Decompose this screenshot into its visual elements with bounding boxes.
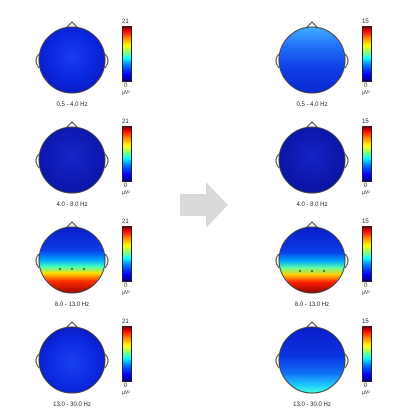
colorbar-unit: µV² [122, 390, 130, 396]
colorbar-max: 21 [122, 219, 129, 225]
left-panel-alpha: 21 0 µV² 8.0 - 13.0 Hz [22, 218, 142, 313]
colorbar [122, 226, 132, 282]
scalp-map [275, 221, 349, 294]
right-panel-beta: 15 0 µV² 13.0 - 30.0 Hz [262, 318, 382, 413]
colorbar-max: 15 [362, 219, 369, 225]
colorbar-min: 0 [124, 83, 128, 89]
colorbar [362, 226, 372, 282]
colorbar-max: 15 [362, 319, 369, 325]
frequency-band-label: 0.5 - 4.0 Hz [56, 102, 88, 108]
right-panel-theta: 15 0 µV² 4.0 - 8.0 Hz [262, 118, 382, 213]
frequency-band-label: 8.0 - 13.0 Hz [54, 302, 90, 308]
scalp-map [275, 321, 349, 394]
colorbar [122, 26, 132, 82]
colorbar-min: 0 [364, 83, 368, 89]
colorbar-min: 0 [364, 383, 368, 389]
left-panel-beta: 21 0 µV² 13.0 - 30.0 Hz [22, 318, 142, 413]
colorbar-min: 0 [124, 283, 128, 289]
frequency-band-label: 13.0 - 30.0 Hz [293, 402, 331, 408]
scalp-map [35, 21, 109, 94]
scalp-map [35, 221, 109, 294]
colorbar-max: 21 [122, 19, 129, 25]
colorbar [362, 126, 372, 182]
left-panel-delta: 21 0 µV² 0.5 - 4.0 Hz [22, 18, 142, 113]
colorbar-min: 0 [364, 183, 368, 189]
colorbar-unit: µV² [122, 190, 130, 196]
right-panel-alpha: 15 0 µV² 8.0 - 13.0 Hz [262, 218, 382, 313]
scalp-map [275, 21, 349, 94]
colorbar [362, 326, 372, 382]
left-panel-theta: 21 0 µV² 4.0 - 8.0 Hz [22, 118, 142, 213]
scalp-map [275, 121, 349, 194]
colorbar-max: 21 [122, 319, 129, 325]
colorbar [362, 26, 372, 82]
colorbar-unit: µV² [362, 290, 370, 296]
colorbar-unit: µV² [122, 290, 130, 296]
colorbar-unit: µV² [122, 90, 130, 96]
frequency-band-label: 8.0 - 13.0 Hz [294, 302, 330, 308]
colorbar-unit: µV² [362, 90, 370, 96]
colorbar-min: 0 [124, 183, 128, 189]
colorbar-unit: µV² [362, 390, 370, 396]
colorbar [122, 326, 132, 382]
frequency-band-label: 0.5 - 4.0 Hz [296, 102, 328, 108]
colorbar-unit: µV² [362, 190, 370, 196]
colorbar-max: 21 [122, 119, 129, 125]
frequency-band-label: 13.0 - 30.0 Hz [53, 402, 91, 408]
colorbar-max: 15 [362, 119, 369, 125]
right-panel-delta: 15 0 µV² 0.5 - 4.0 Hz [262, 18, 382, 113]
colorbar-min: 0 [124, 383, 128, 389]
colorbar-min: 0 [364, 283, 368, 289]
scalp-map [35, 121, 109, 194]
colorbar-max: 15 [362, 19, 369, 25]
colorbar [122, 126, 132, 182]
scalp-map [35, 321, 109, 394]
frequency-band-label: 4.0 - 8.0 Hz [56, 202, 88, 208]
right-arrow-icon [180, 182, 228, 228]
frequency-band-label: 4.0 - 8.0 Hz [296, 202, 328, 208]
